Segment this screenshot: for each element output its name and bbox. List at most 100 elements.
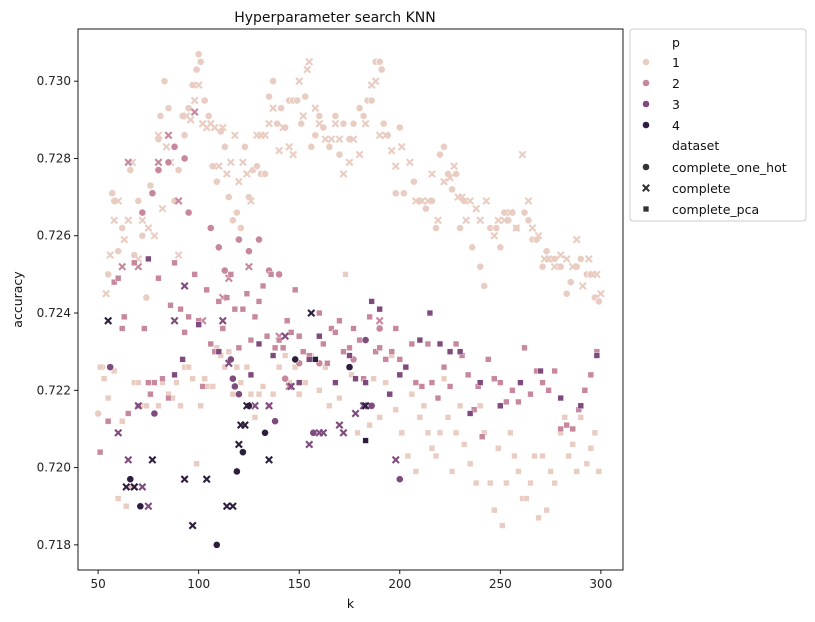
data-point-p1-complete	[562, 254, 571, 263]
data-point-p1-complete-pca	[237, 379, 244, 386]
legend-hue-label: 1	[672, 55, 680, 70]
data-point-p1-complete-one-hot	[367, 96, 376, 105]
data-point-p1-complete	[285, 142, 294, 151]
data-point-p1-complete-one-hot	[118, 224, 127, 232]
data-point-p2-complete-one-hot	[206, 224, 215, 232]
data-point-p1-complete	[584, 254, 593, 263]
data-point-p3-complete-one-hot	[309, 428, 318, 437]
data-point-p1-complete-pca	[527, 479, 534, 487]
data-point-p1-complete-pca	[229, 391, 236, 398]
legend-hue-entries: 1 2 3 4	[642, 55, 680, 133]
data-point-p3-complete-pca	[269, 352, 277, 359]
data-point-p1-complete	[450, 162, 459, 171]
data-point-p3-complete-pca	[537, 367, 544, 375]
data-point-p2-complete-pca	[151, 379, 158, 386]
data-point-p1-complete	[234, 177, 243, 186]
data-point-p2-complete-pca	[332, 329, 339, 336]
data-point-p1-complete	[375, 131, 384, 140]
data-point-p3-complete	[144, 502, 153, 511]
data-point-p2-complete-pca	[340, 348, 347, 355]
data-point-p2-complete-pca	[185, 313, 192, 320]
data-point-p1-complete-one-hot	[562, 289, 571, 298]
data-point-p1-complete-pca	[247, 391, 255, 398]
data-point-p2-complete-pca	[503, 398, 510, 406]
data-point-p1-complete-pca	[543, 507, 550, 514]
legend-hue-label: 3	[672, 97, 680, 112]
data-point-p2-complete	[375, 316, 384, 325]
data-point-p1-complete-pca	[336, 394, 343, 402]
data-point-p2-complete-pca	[239, 306, 247, 313]
data-point-p1-complete-pca	[561, 414, 568, 421]
data-point-p1-complete	[222, 169, 231, 178]
data-point-p2-complete-pca	[569, 425, 576, 433]
data-point-p2-complete-pca	[235, 344, 242, 351]
data-point-p3-complete-pca	[316, 333, 323, 340]
data-point-p3-complete	[335, 421, 344, 430]
data-point-p1-complete-one-hot	[180, 131, 189, 140]
legend-hue-label: 2	[672, 76, 680, 91]
data-point-p1-complete	[371, 77, 380, 86]
data-point-p2-complete-pca	[125, 410, 132, 417]
data-point-p3-complete-pca	[593, 352, 600, 359]
data-point-p1-complete-pca	[255, 391, 263, 398]
data-point-p2-complete-pca	[207, 340, 214, 348]
data-point-p1-complete-one-hot	[496, 243, 505, 252]
data-point-p1-complete-one-hot	[273, 119, 281, 128]
data-point-p1-complete-pca	[292, 364, 299, 371]
y-tick-label: 0.720	[37, 461, 71, 475]
data-point-p1-complete	[596, 289, 605, 298]
data-point-p3-complete-pca	[255, 340, 263, 348]
data-point-p3-complete-pca	[517, 379, 524, 386]
data-point-p1-complete-one-hot	[556, 262, 565, 271]
data-point-p2-complete-one-hot	[154, 166, 163, 174]
data-point-p3-complete-pca	[195, 321, 202, 328]
data-point-p3-complete-pca	[145, 255, 152, 263]
data-point-p1-complete-one-hot	[325, 142, 334, 151]
data-point-p2-complete	[285, 382, 294, 391]
data-point-p1-complete-one-hot	[359, 112, 368, 120]
data-point-p1-complete-one-hot	[204, 112, 213, 120]
data-point-p3-complete-pca	[171, 371, 178, 378]
data-point-p1-complete-one-hot	[146, 181, 155, 190]
data-point-p3-complete	[170, 316, 179, 325]
data-point-p1-complete-pca	[499, 522, 506, 529]
data-point-p2-complete-pca	[105, 418, 112, 425]
data-point-p1-complete-one-hot	[164, 104, 173, 113]
legend-hue-marker	[642, 58, 650, 66]
data-point-p1-complete-pca	[123, 503, 130, 510]
data-point-p1-complete-one-hot	[576, 255, 585, 263]
data-point-p1-complete-pca	[370, 375, 377, 382]
data-point-p1-complete	[238, 158, 247, 167]
data-point-p1-complete-pca	[583, 460, 590, 467]
data-point-p2-complete-one-hot	[170, 142, 179, 151]
data-point-p1-complete-one-hot	[253, 162, 261, 171]
data-point-p2-complete-pca	[408, 340, 415, 348]
data-point-p2-complete	[244, 262, 253, 271]
legend-style-label: complete	[672, 181, 731, 196]
data-point-p2-complete-pca	[300, 348, 307, 355]
data-point-p3-complete	[134, 401, 143, 410]
data-point-p1-complete-pca	[473, 479, 480, 487]
data-point-p2-complete-pca	[366, 313, 373, 320]
data-point-p2-complete-pca	[191, 271, 198, 278]
data-point-p1-complete-pca	[398, 429, 405, 436]
data-point-p1-complete-one-hot	[448, 185, 456, 194]
data-point-p1-complete	[391, 162, 400, 171]
data-point-p3-complete-pca	[497, 402, 504, 409]
data-point-p2-complete-pca	[167, 302, 174, 309]
data-point-p2-complete-pca	[255, 298, 263, 305]
data-point-p1-complete-one-hot	[192, 65, 201, 74]
data-point-p2-complete-pca	[203, 286, 210, 293]
data-point-p1-complete-one-hot	[160, 77, 169, 86]
data-point-p1-complete-pca	[547, 468, 554, 475]
data-point-p3-complete	[180, 282, 189, 290]
data-point-p1-complete-pca	[569, 441, 576, 448]
data-point-p3-complete	[124, 455, 133, 464]
data-point-p4-complete	[130, 482, 139, 491]
data-point-p1-complete-one-hot	[395, 123, 404, 132]
data-point-p1-complete-pca	[189, 375, 196, 382]
data-point-p1-complete-one-hot	[134, 197, 143, 205]
data-point-p1-complete	[490, 231, 499, 240]
data-point-p4-complete	[361, 401, 370, 410]
data-point-p1-complete-one-hot	[200, 96, 209, 105]
